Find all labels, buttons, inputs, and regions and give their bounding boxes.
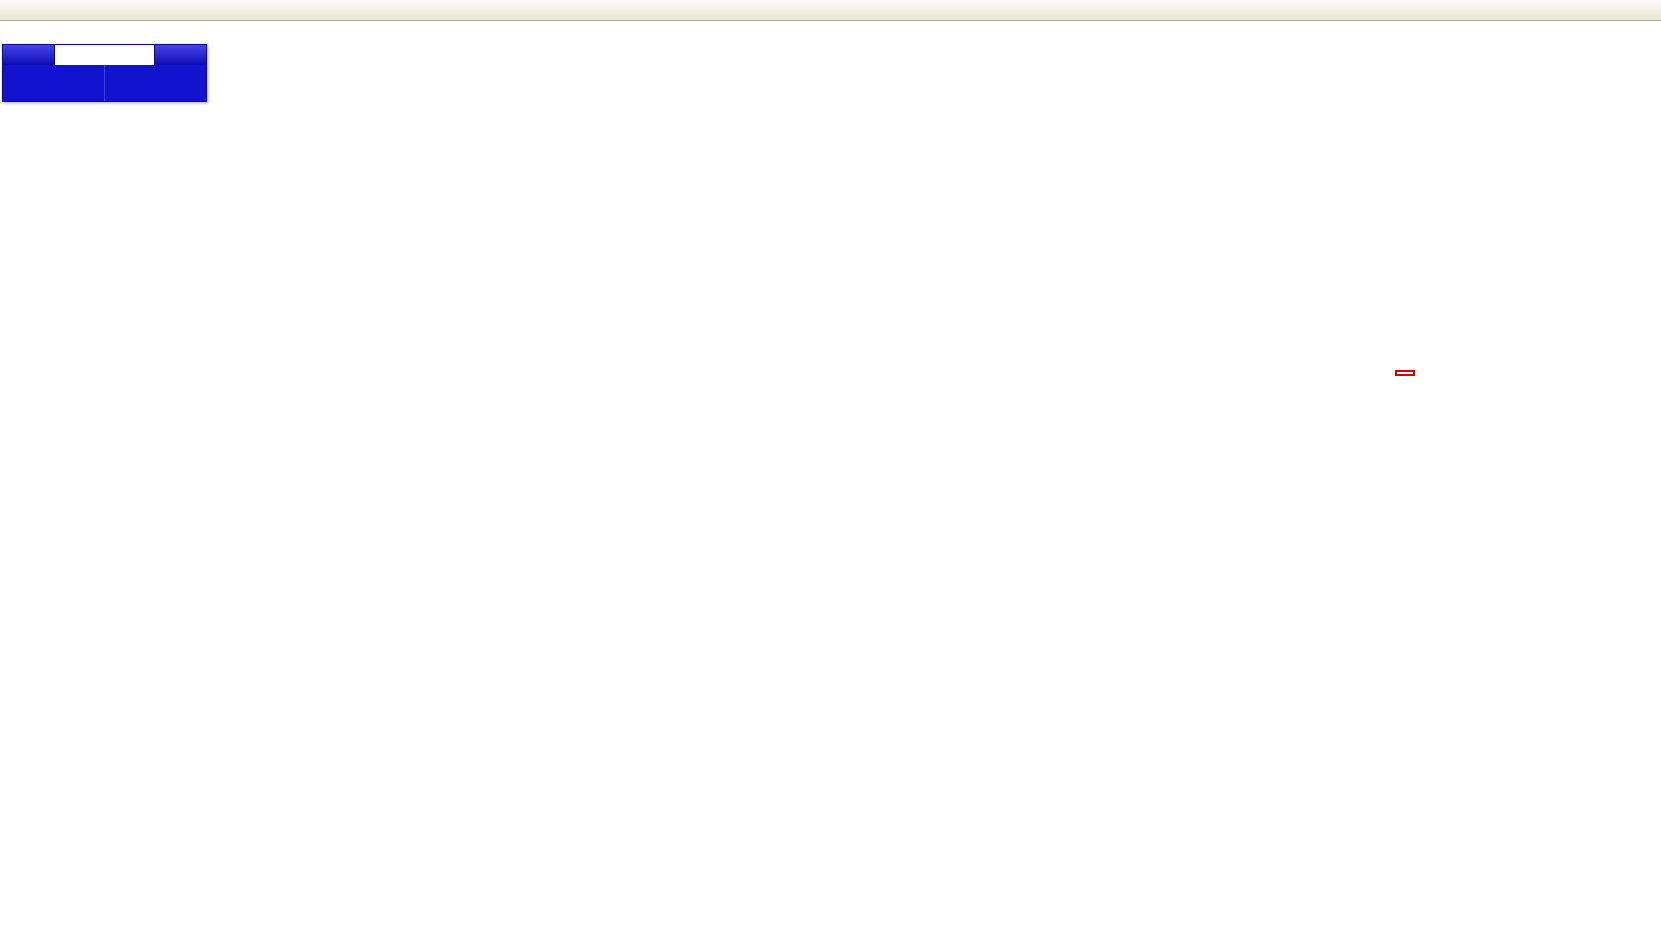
sell-price[interactable] [3, 65, 105, 101]
time-axis[interactable] [0, 869, 1661, 891]
volume-field[interactable] [55, 45, 154, 65]
price-scale[interactable] [1529, 22, 1660, 868]
buy-button[interactable] [154, 45, 206, 65]
toolbar [0, 0, 1661, 21]
one-click-trading-panel [2, 44, 207, 102]
sell-button[interactable] [3, 45, 55, 65]
price-flag-142012[interactable] [1395, 370, 1415, 376]
buy-price[interactable] [105, 65, 206, 101]
